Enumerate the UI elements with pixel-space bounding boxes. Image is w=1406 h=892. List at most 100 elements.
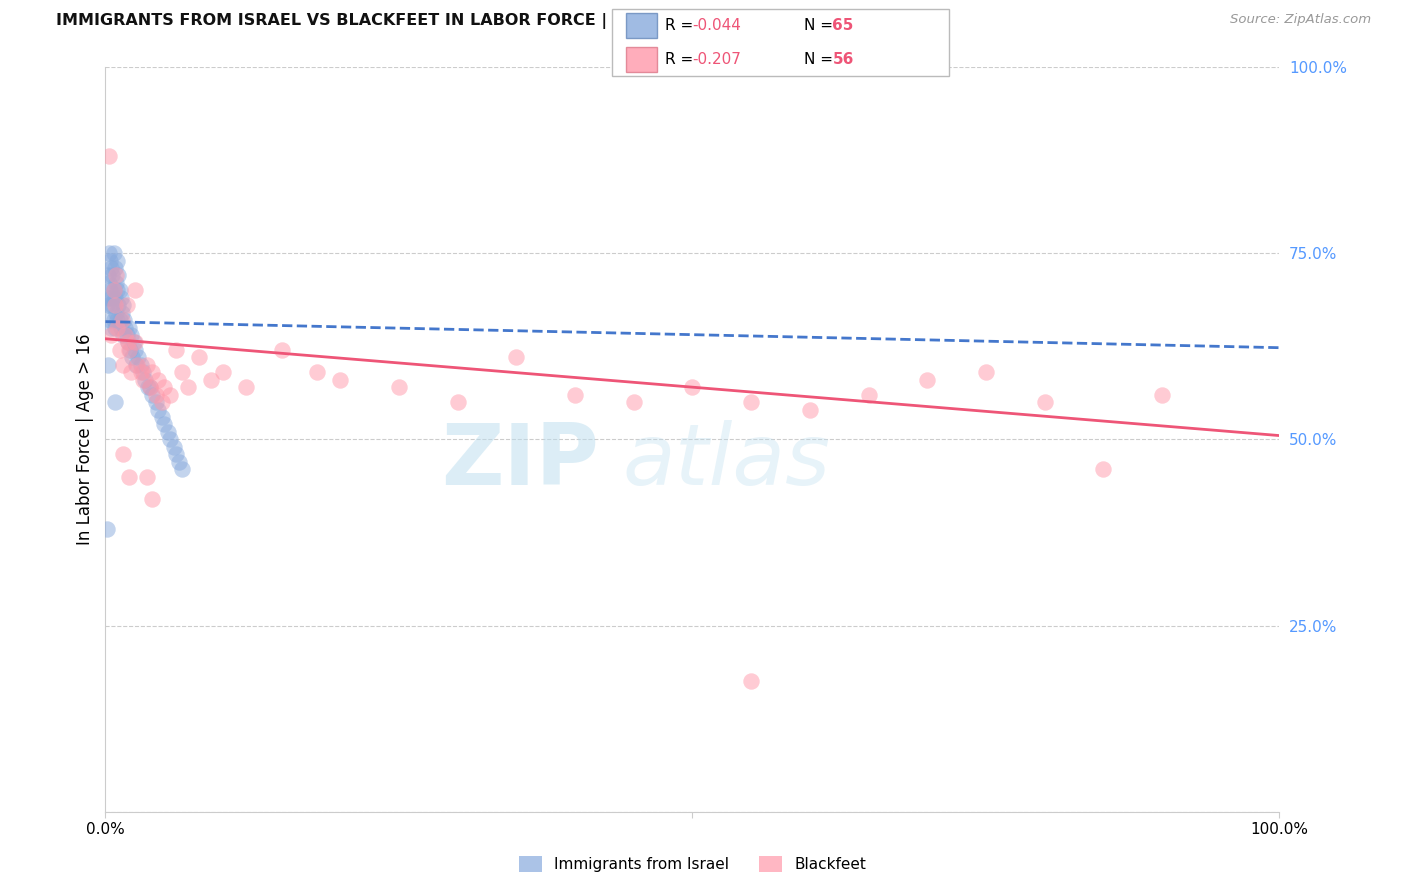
Point	[740, 395, 762, 409]
Point	[162, 440, 184, 454]
Point	[105, 253, 128, 268]
Point	[105, 313, 128, 327]
Point	[139, 380, 162, 394]
Point	[120, 328, 142, 343]
Point	[100, 260, 122, 275]
Point	[100, 320, 122, 334]
Point	[107, 268, 129, 283]
Point	[112, 313, 135, 327]
Point	[129, 365, 152, 379]
Point	[97, 291, 120, 305]
Text: 65: 65	[832, 18, 853, 33]
Text: 56: 56	[832, 52, 853, 67]
Point	[740, 674, 762, 689]
Point	[105, 284, 128, 298]
Point	[139, 380, 162, 394]
Point	[170, 462, 193, 476]
Point	[105, 276, 128, 290]
Point	[103, 313, 125, 327]
Point	[1150, 387, 1173, 401]
Point	[110, 291, 132, 305]
Point	[98, 149, 121, 163]
Point	[141, 491, 163, 506]
Point	[114, 320, 136, 334]
Point	[108, 313, 131, 327]
Point	[329, 373, 352, 387]
Point	[145, 395, 167, 409]
Point	[98, 276, 121, 290]
Point	[974, 365, 997, 379]
Point	[112, 328, 135, 343]
Text: R =: R =	[665, 52, 699, 67]
Point	[564, 387, 586, 401]
Point	[124, 343, 146, 357]
Point	[165, 447, 187, 461]
Point	[127, 351, 149, 365]
Point	[156, 425, 179, 439]
Point	[135, 358, 157, 372]
Point	[111, 306, 134, 320]
Text: Source: ZipAtlas.com: Source: ZipAtlas.com	[1230, 13, 1371, 27]
Point	[110, 320, 132, 334]
Point	[104, 298, 127, 312]
Point	[136, 380, 159, 394]
Point	[235, 380, 257, 394]
Point	[132, 365, 155, 379]
Point	[132, 373, 155, 387]
Point	[135, 469, 157, 483]
Point	[101, 268, 124, 283]
Point	[176, 380, 198, 394]
Point	[117, 335, 139, 350]
Point	[121, 351, 143, 365]
Text: -0.207: -0.207	[692, 52, 741, 67]
Point	[104, 395, 127, 409]
Point	[103, 284, 125, 298]
Point	[169, 455, 191, 469]
Point	[200, 373, 222, 387]
Point	[115, 328, 138, 343]
Point	[124, 335, 146, 350]
Point	[681, 380, 703, 394]
Point	[915, 373, 938, 387]
Point	[108, 343, 131, 357]
Point	[122, 335, 145, 350]
Text: N =: N =	[804, 18, 838, 33]
Y-axis label: In Labor Force | Age > 16: In Labor Force | Age > 16	[76, 334, 94, 545]
Point	[141, 365, 163, 379]
Point	[118, 343, 141, 357]
Point	[120, 343, 142, 357]
Point	[105, 306, 128, 320]
Text: -0.044: -0.044	[692, 18, 741, 33]
Point	[125, 358, 148, 372]
Point	[505, 351, 527, 365]
Point	[148, 402, 170, 417]
Point	[446, 395, 468, 409]
Point	[103, 246, 125, 260]
Point	[111, 313, 134, 327]
Point	[112, 358, 135, 372]
Text: ZIP: ZIP	[441, 420, 599, 503]
Point	[124, 284, 146, 298]
Point	[97, 268, 120, 283]
Point	[112, 447, 135, 461]
Point	[96, 298, 118, 312]
Point	[129, 358, 152, 372]
Point	[148, 373, 170, 387]
Point	[799, 402, 821, 417]
Point	[104, 291, 127, 305]
Point	[159, 387, 181, 401]
Text: R =: R =	[665, 18, 699, 33]
Legend: Immigrants from Israel, Blackfeet: Immigrants from Israel, Blackfeet	[513, 850, 872, 879]
Point	[114, 328, 136, 343]
Point	[100, 291, 122, 305]
Point	[108, 284, 131, 298]
Point	[98, 298, 121, 312]
Point	[127, 358, 149, 372]
Point	[170, 365, 193, 379]
Text: IMMIGRANTS FROM ISRAEL VS BLACKFEET IN LABOR FORCE | AGE > 16 CORRELATION CHART: IMMIGRANTS FROM ISRAEL VS BLACKFEET IN L…	[56, 13, 894, 29]
Point	[150, 395, 173, 409]
Point	[118, 469, 141, 483]
Point	[153, 417, 176, 432]
Point	[134, 373, 156, 387]
Point	[145, 387, 167, 401]
